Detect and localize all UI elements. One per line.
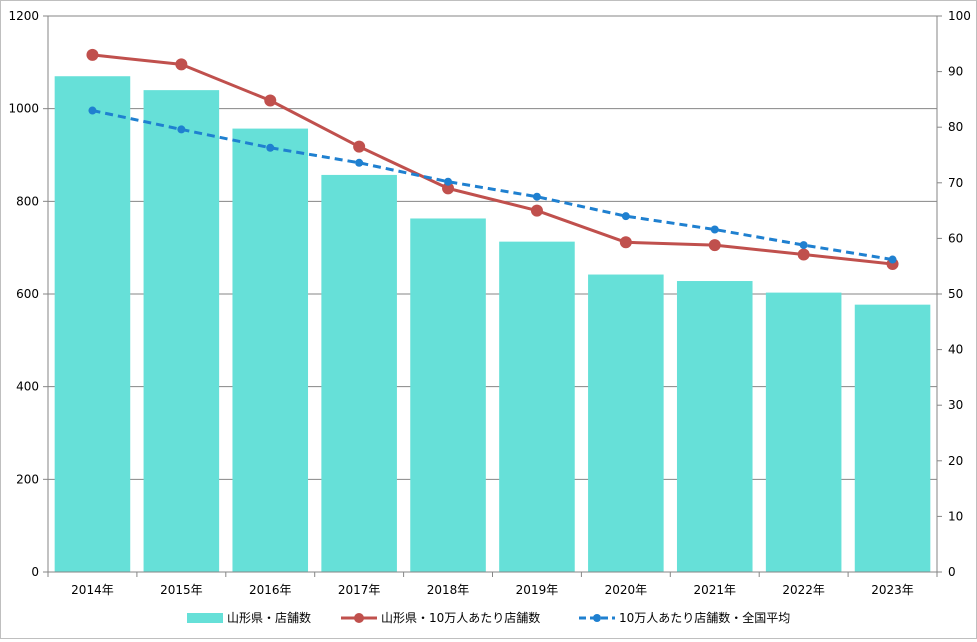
axes: 0 200 400 600 800 1000 1200 0 10 20 30 40 50 60 70 80 90… (8, 9, 970, 597)
series-point (266, 143, 275, 152)
legend-label: 山形県・店舗数 (227, 610, 311, 625)
bar (232, 128, 309, 572)
right-axis-tick-label: 20 (948, 454, 963, 468)
right-axis-tick-label: 30 (948, 398, 963, 412)
legend-marker (354, 613, 364, 623)
series-point (621, 212, 630, 221)
bar (676, 281, 753, 572)
x-axis-tick-label: 2022年 (782, 583, 825, 597)
bar (143, 90, 220, 572)
series-point (888, 255, 897, 264)
series-point (177, 125, 186, 134)
bar (765, 292, 842, 572)
left-axis-tick-label: 600 (16, 287, 39, 301)
right-axis-tick-label: 80 (948, 120, 963, 134)
bar (54, 76, 131, 572)
right-axis-tick-label: 90 (948, 65, 963, 79)
series-line (92, 109, 893, 262)
series-point (444, 177, 453, 186)
x-axis-tick-label: 2023年 (871, 583, 914, 597)
left-axis-tick-label: 200 (16, 472, 39, 486)
bar (854, 304, 931, 572)
left-axis-tick-label: 1000 (8, 102, 39, 116)
legend-swatch (187, 613, 223, 623)
series-point (442, 182, 455, 195)
right-axis-tick-label: 50 (948, 287, 963, 301)
series-point (619, 236, 632, 249)
series-point (797, 248, 810, 261)
right-axis-tick-label: 70 (948, 176, 963, 190)
series-point (530, 204, 543, 217)
series-point (353, 140, 366, 153)
bar-series (54, 76, 931, 573)
bar (321, 174, 397, 572)
x-axis-tick-label: 2019年 (516, 583, 559, 597)
series-point (88, 106, 97, 115)
x-axis-tick-label: 2015年 (160, 583, 203, 597)
right-axis-tick-label: 100 (948, 9, 971, 23)
series-point (799, 241, 808, 250)
x-axis-tick-label: 2018年 (427, 583, 470, 597)
left-axis-tick-label: 400 (16, 380, 39, 394)
series-point (264, 94, 277, 107)
right-axis-tick-label: 10 (948, 509, 963, 523)
series-line (92, 53, 893, 266)
bar (588, 274, 664, 572)
left-axis-tick-label: 1200 (8, 9, 39, 23)
x-axis-tick-label: 2014年 (71, 583, 114, 597)
right-axis-tick-label: 60 (948, 231, 963, 245)
right-axis-tick-label: 0 (948, 565, 956, 579)
series-point (175, 58, 188, 71)
legend-label: 10万人あたり店舗数・全国平均 (619, 610, 790, 625)
right-axis-tick-label: 40 (948, 343, 963, 357)
legend: 山形県・店舗数 山形県・10万人あたり店舗数 10万人あたり店舗数・全国平均 (187, 610, 790, 625)
x-axis-tick-label: 2020年 (605, 583, 648, 597)
bar (410, 218, 486, 572)
legend-label: 山形県・10万人あたり店舗数 (381, 610, 540, 625)
left-axis-tick-label: 0 (31, 565, 39, 579)
x-axis-tick-label: 2016年 (249, 583, 292, 597)
series-point (710, 225, 719, 234)
bar (499, 241, 575, 573)
x-axis-tick-label: 2017年 (338, 583, 381, 597)
series-point (532, 192, 541, 201)
legend-marker (593, 614, 601, 622)
series-point (355, 158, 364, 167)
left-axis-tick-label: 800 (16, 194, 39, 208)
series-point (708, 239, 721, 252)
x-axis-tick-label: 2021年 (693, 583, 736, 597)
line-series (86, 48, 899, 270)
series-point (86, 48, 99, 61)
